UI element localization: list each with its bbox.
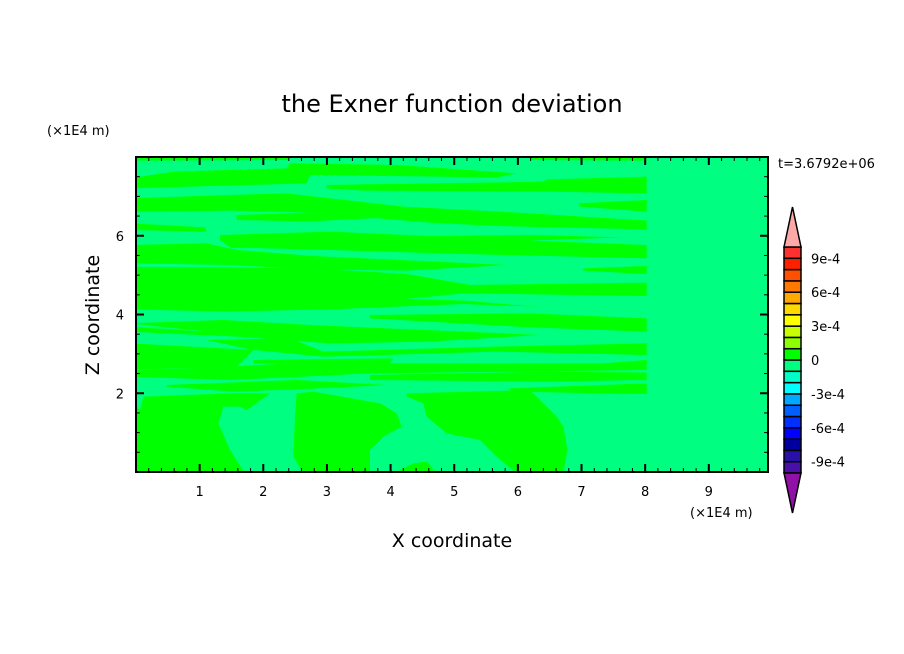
colorbar-box (783, 370, 802, 384)
x-tick-label: 4 (386, 485, 394, 500)
contour-region-positive (369, 313, 647, 332)
x-tick-label: 5 (450, 485, 458, 500)
x-tick-label: 3 (323, 485, 331, 500)
y-tick-label: 2 (116, 387, 124, 402)
contour-region-positive (136, 266, 647, 306)
colorbar-box (783, 427, 802, 440)
colorbar-extend-above (783, 206, 802, 248)
contour-region-positive (236, 212, 404, 222)
x-unit-label: (×1E4 m) (690, 506, 753, 521)
colorbar-box (783, 280, 802, 293)
contour-region-positive (136, 393, 270, 472)
colorbar-box (783, 336, 802, 350)
x-tick-label: 9 (705, 485, 713, 500)
contour-region-positive (136, 319, 540, 344)
colorbar-box (783, 460, 802, 474)
colorbar-box (783, 359, 802, 373)
contour-region-positive (136, 343, 254, 370)
contour-region-positive (136, 359, 647, 380)
time-label: t=3.6792e+06 (778, 157, 875, 172)
contour-region-positive (369, 371, 647, 382)
colorbar-label: -3e-4 (811, 388, 845, 403)
y-tick-label: 6 (116, 230, 124, 245)
colorbar-extend-below (783, 472, 802, 514)
contour-region-positive (406, 389, 568, 472)
contour-region-positive (578, 199, 647, 212)
colorbar-label: -6e-4 (811, 422, 845, 437)
y-axis-label: Z coordinate (82, 255, 104, 375)
colorbar: 9e-4 6e-4 3e-4 0 -3e-4 -6e-4 -9e-4 (783, 206, 845, 514)
colorbar-box (783, 302, 802, 316)
contour-region-positive (326, 176, 647, 194)
contour-region-positive (206, 338, 647, 357)
contour-fill-positive-group (136, 157, 647, 472)
colorbar-label: 9e-4 (811, 252, 840, 267)
colorbar-box (783, 347, 802, 361)
contour-region-positive (136, 285, 537, 312)
colorbar-box (783, 246, 802, 260)
colorbar-box (783, 325, 802, 339)
colorbar-box (783, 393, 802, 406)
x-tick-label: 2 (259, 485, 267, 500)
colorbar-label: 0 (811, 354, 819, 369)
x-tick-label: 7 (577, 485, 585, 500)
contour-region-positive (509, 383, 647, 394)
y-unit-label: (×1E4 m) (47, 124, 110, 139)
contour-region-positive (136, 223, 207, 232)
contour-region-positive (166, 379, 387, 392)
colorbar-label: 6e-4 (811, 286, 840, 301)
colorbar-box (783, 314, 802, 327)
x-axis-label: X coordinate (392, 530, 512, 552)
colorbar-box (783, 449, 802, 463)
colorbar-box (783, 381, 802, 395)
contour-region-positive (293, 391, 402, 472)
chart-title: the Exner function deviation (281, 90, 622, 118)
contour-region-positive (219, 231, 647, 259)
contour-region-positive (136, 243, 507, 271)
x-tick-label: 6 (514, 485, 522, 500)
contour-region-positive (583, 265, 647, 274)
colorbar-label: -9e-4 (811, 456, 845, 471)
axes: 1 2 3 4 5 6 7 8 9 2 4 6 (116, 156, 769, 500)
colorbar-box (783, 268, 802, 282)
colorbar-box (783, 291, 802, 305)
contour-region-positive (136, 163, 517, 189)
x-tick-label: 8 (641, 485, 649, 500)
contour-region-positive (253, 358, 394, 364)
x-tick-label: 1 (196, 485, 204, 500)
colorbar-box (783, 438, 802, 452)
colorbar-box (783, 257, 802, 271)
colorbar-box (783, 404, 802, 418)
contour-region-positive (136, 193, 647, 230)
contour-region-positive (395, 461, 436, 472)
contour-field (136, 157, 768, 472)
colorbar-box (783, 415, 802, 429)
y-tick-label: 4 (116, 309, 124, 324)
colorbar-label: 3e-4 (811, 320, 840, 335)
